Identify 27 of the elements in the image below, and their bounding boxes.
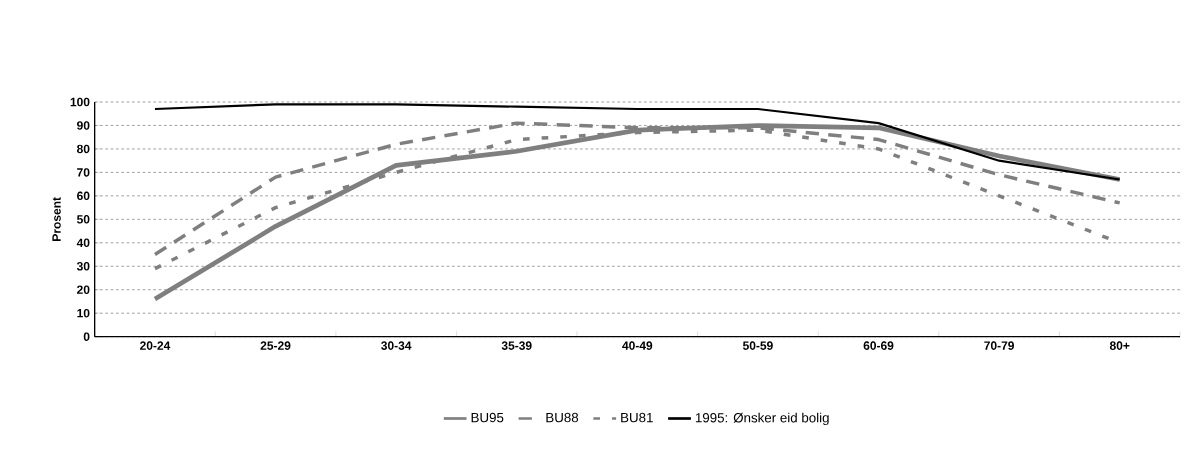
x-tick-label: 80+ <box>1109 341 1130 350</box>
x-tick-label: 25-29 <box>260 341 291 350</box>
line-series <box>153 103 1121 181</box>
y-tick-label: 0 <box>83 332 90 341</box>
x-tick-label: 40-49 <box>622 341 653 350</box>
x-tick-label: 35-39 <box>501 341 532 350</box>
y-tick-label: 10 <box>77 308 90 318</box>
x-tick-label: 30-34 <box>381 341 412 350</box>
y-tick-label: 80 <box>76 144 90 154</box>
legend-label: BU81 <box>621 412 653 423</box>
y-tick-label: 100 <box>70 97 90 107</box>
legend-label: BU95 <box>471 412 504 423</box>
y-tick-label: 40 <box>76 238 90 248</box>
y-axis-title: Prosent <box>52 197 61 241</box>
y-tick-label: 50 <box>76 215 90 224</box>
y-tick-label: 90 <box>77 121 90 130</box>
y-tick-label: 30 <box>76 262 90 271</box>
x-tick-label: 70-79 <box>984 341 1015 350</box>
legend-label: 1995: Ønsker eid bolig <box>695 412 829 426</box>
y-tick-label: 20 <box>77 285 90 294</box>
legend-label: BU88 <box>546 412 579 423</box>
y-tick-label: 70 <box>77 168 90 177</box>
y-tick-label: 60 <box>77 191 90 201</box>
line-series <box>152 123 1123 302</box>
x-tick-label: 60-69 <box>863 341 894 350</box>
x-tick-label: 50-59 <box>742 341 773 350</box>
x-tick-label: 20-24 <box>140 341 171 350</box>
